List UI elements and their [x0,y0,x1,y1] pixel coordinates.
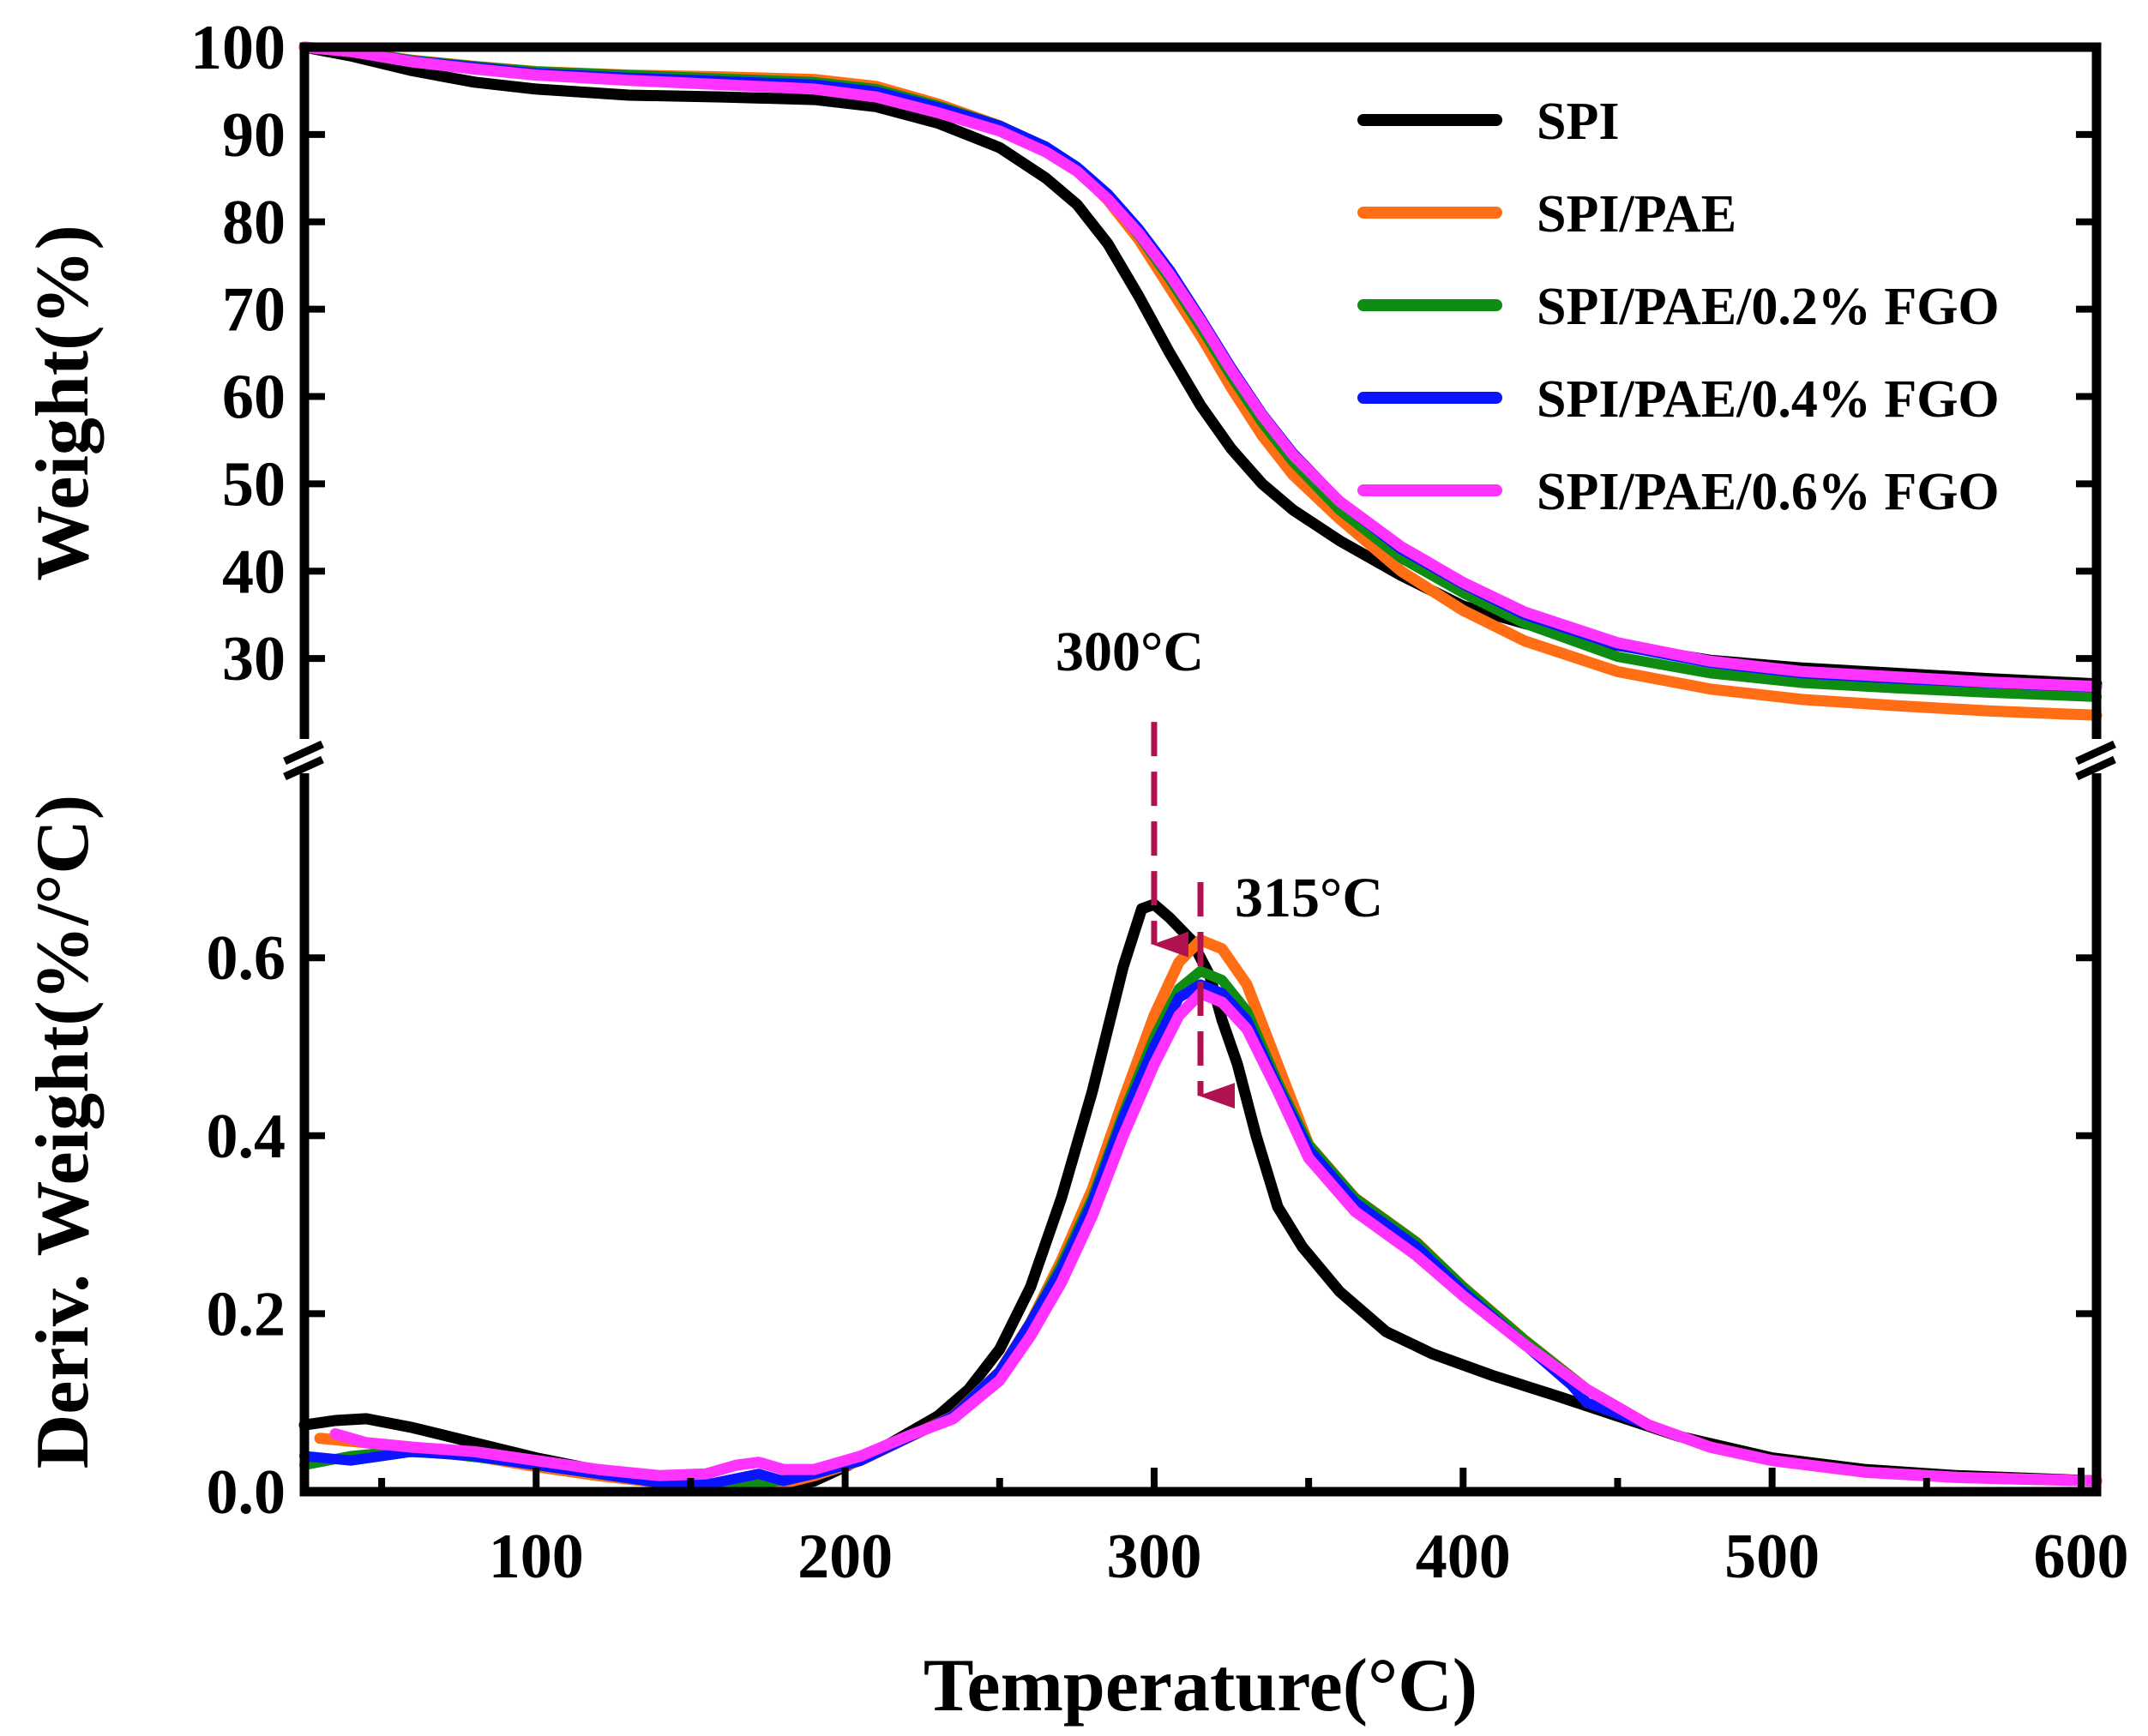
dtg-series-spi-pae [314,934,2103,1495]
tga-y-tick-label: 60 [222,363,286,433]
x-tick-label: 500 [1724,1522,1820,1592]
x-axis-title: Temperature(°C) [924,1644,1477,1727]
tga-series-spi-pae-0-6-fgo [298,41,2103,693]
dtg-y-axis-title: Deriv. Weight(%/°C) [21,795,105,1469]
tga-y-tick-label: 100 [190,13,286,83]
dtg-y-tick-label: 0.2 [207,1279,286,1349]
dtg-y-tick-label: 0.6 [207,923,286,994]
tga-y-tick-label: 90 [222,100,286,171]
axis-break-left [283,739,326,781]
x-tick-label: 100 [489,1522,584,1592]
legend-label: SPI/PAE/0.6% FGO [1537,463,2000,521]
legend-label: SPI/PAE/0.2% FGO [1537,278,2000,336]
tga-y-tick-label: 30 [222,624,286,694]
legend-label: SPI [1537,93,1619,151]
tga-series-spi [298,41,2103,690]
tga-y-tick-label: 70 [222,275,286,345]
peak-label-300: 300°C [1056,621,1204,683]
dtg-y-tick-label: 0.4 [207,1102,286,1172]
x-tick-label: 200 [797,1522,893,1592]
peak-label-315: 315°C [1235,867,1383,929]
legend: SPI SPI/PAE SPI/PAE/0.2% FGO SPI/PAE/0.4% F… [1357,93,2000,521]
axis-break-right [2075,739,2118,781]
tga-series-spi-pae-0-4-fgo [299,42,2102,693]
tga-y-tick-label: 80 [222,188,286,258]
dtg-series-spi-pae-0-4-fgo [299,979,2102,1490]
x-tick-label: 300 [1106,1522,1201,1592]
tga-y-tick-label: 50 [222,449,286,520]
x-tick-label: 600 [2033,1522,2128,1592]
tga-y-tick-label: 40 [222,537,286,607]
plot-frame [299,42,2102,1497]
dtg-series-spi-pae-0-6-fgo [329,988,2103,1487]
x-tick-label: 400 [1416,1522,1511,1592]
legend-label: SPI/PAE [1537,185,1736,243]
dtg-y-tick-label: 0.0 [207,1457,286,1528]
tga-y-axis-title: Weight(%) [21,225,105,581]
legend-label: SPI/PAE/0.4% FGO [1537,370,2000,429]
